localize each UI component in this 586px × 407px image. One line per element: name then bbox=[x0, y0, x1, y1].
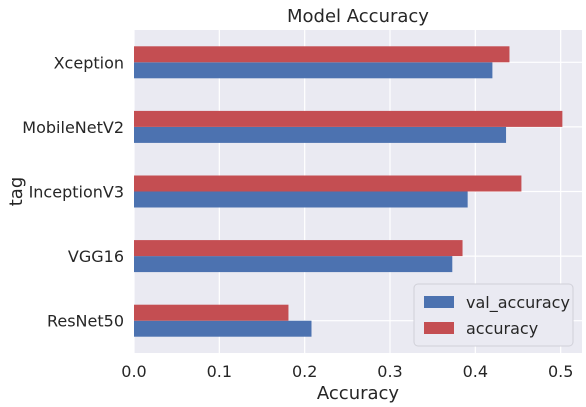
y-tick-label-resnet50: ResNet50 bbox=[47, 312, 124, 331]
legend-swatch-val-accuracy bbox=[424, 296, 454, 308]
legend: val_accuracy accuracy bbox=[413, 283, 574, 347]
x-tick-label: 0.2 bbox=[292, 362, 317, 381]
bars bbox=[134, 46, 563, 337]
bar-accuracy-inceptionv3 bbox=[134, 175, 522, 192]
x-tick-label: 0.0 bbox=[121, 362, 146, 381]
legend-label-val-accuracy: val_accuracy bbox=[466, 293, 570, 313]
x-tick-labels: 0.0 0.1 0.2 0.3 0.4 0.5 bbox=[121, 362, 573, 381]
x-tick-label: 0.5 bbox=[548, 362, 573, 381]
bar-val-accuracy-xception bbox=[134, 62, 493, 79]
bar-val-accuracy-resnet50 bbox=[134, 320, 312, 337]
chart-title: Model Accuracy bbox=[287, 6, 429, 27]
bar-val-accuracy-inceptionv3 bbox=[134, 191, 468, 208]
bar-val-accuracy-mobilenetv2 bbox=[134, 126, 507, 143]
x-tick-label: 0.4 bbox=[463, 362, 488, 381]
bar-accuracy-vgg16 bbox=[134, 240, 463, 257]
y-tick-labels: ResNet50 VGG16 InceptionV3 MobileNetV2 Xcept… bbox=[22, 53, 124, 330]
bar-accuracy-mobilenetv2 bbox=[134, 110, 563, 127]
legend-swatch-accuracy bbox=[424, 322, 454, 334]
y-axis-label: tag bbox=[6, 177, 27, 207]
x-axis-label: Accuracy bbox=[317, 383, 400, 404]
bar-accuracy-resnet50 bbox=[134, 304, 289, 321]
bar-accuracy-xception bbox=[134, 46, 510, 63]
x-tick-label: 0.3 bbox=[377, 362, 402, 381]
y-tick-label-inceptionv3: InceptionV3 bbox=[29, 183, 124, 202]
bar-val-accuracy-vgg16 bbox=[134, 256, 453, 273]
y-tick-label-xception: Xception bbox=[54, 53, 124, 72]
y-tick-label-vgg16: VGG16 bbox=[68, 247, 124, 266]
y-tick-label-mobilenetv2: MobileNetV2 bbox=[22, 118, 124, 137]
x-tick-label: 0.1 bbox=[207, 362, 232, 381]
legend-label-accuracy: accuracy bbox=[466, 319, 538, 338]
